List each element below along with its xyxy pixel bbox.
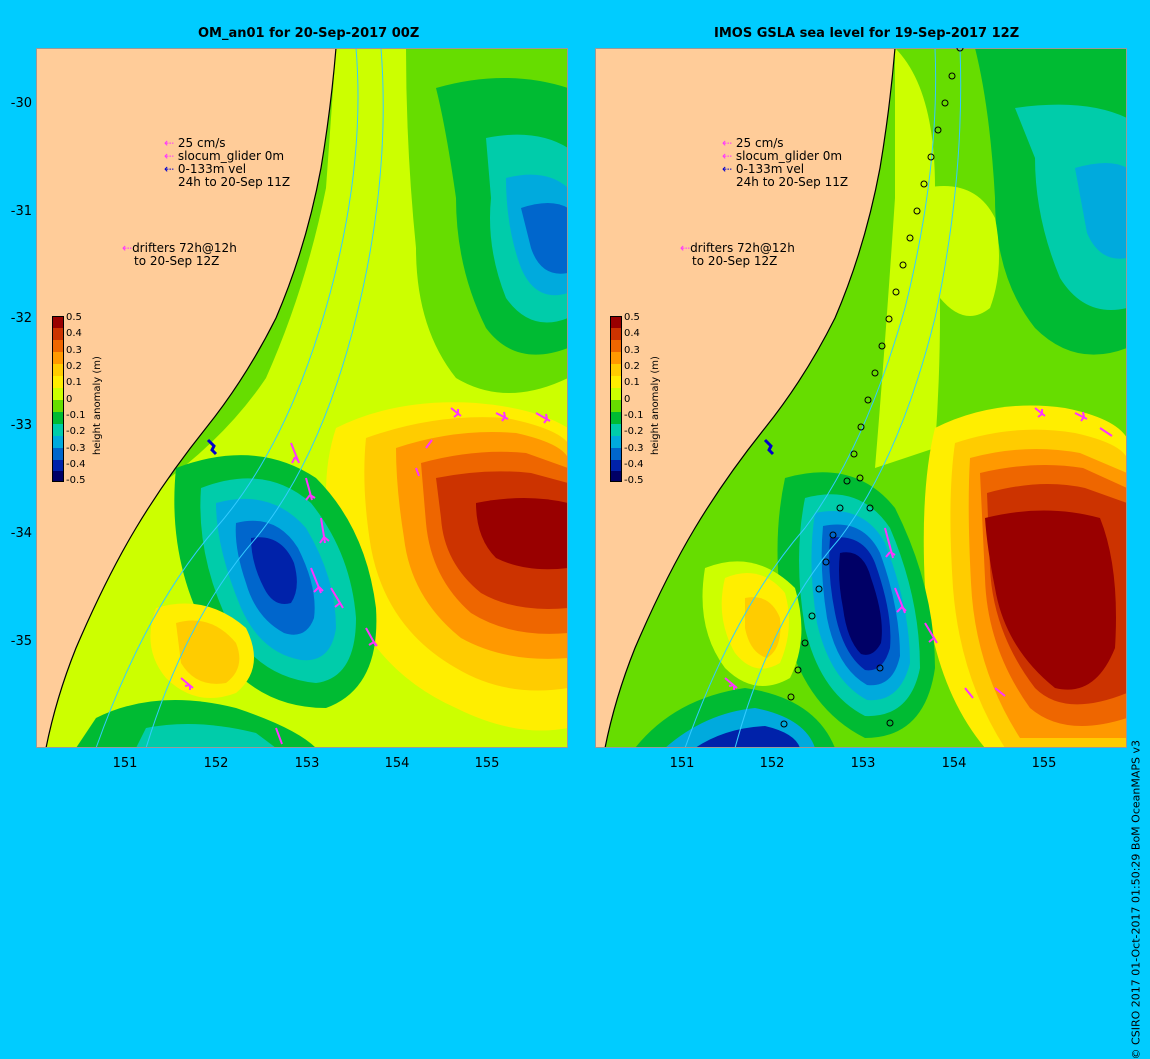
colorbar-tick: -0.5 — [624, 475, 644, 486]
x-tick-label: 154 — [384, 756, 410, 771]
colorbar-tick: -0.3 — [66, 443, 86, 454]
scale-arrow-icon: ⇠ — [164, 136, 175, 150]
scale-arrow-icon: ⇠ — [722, 136, 733, 150]
colorbar-tick: -0.1 — [624, 410, 644, 421]
right-map-panel[interactable] — [595, 48, 1127, 748]
y-tick-label: -34 — [10, 526, 32, 541]
drifter-label-2: to 20-Sep 12Z — [134, 254, 220, 268]
colorbar-tick: 0 — [66, 394, 73, 405]
x-tick-label: 153 — [850, 756, 876, 771]
glider-track — [206, 438, 218, 456]
x-tick-label: 155 — [1031, 756, 1057, 771]
drifter-arrow-icon: ⇠ — [122, 241, 133, 255]
left-map — [36, 48, 568, 748]
left-map-panel[interactable] — [36, 48, 568, 748]
colorbar-tick: -0.5 — [66, 475, 86, 486]
colorbar-tick: 0.2 — [624, 361, 640, 372]
colorbar-tick: 0.3 — [624, 345, 640, 356]
right-panel-title: IMOS GSLA sea level for 19-Sep-2017 12Z — [714, 26, 1020, 41]
glider-label: slocum_glider 0m — [177, 149, 285, 163]
colorbar-tick: -0.3 — [624, 443, 644, 454]
drifter-label-1: drifters 72h@12h — [690, 241, 795, 255]
drifter-legend: ⇠drifters 72h@12h to 20-Sep 12Z — [122, 242, 237, 268]
x-tick-label: 151 — [112, 756, 138, 771]
y-tick-label: -30 — [10, 96, 32, 111]
colorbar-tick: -0.4 — [66, 459, 86, 470]
x-tick-label: 151 — [669, 756, 695, 771]
drifter-arrow-icon: ⇠ — [680, 241, 691, 255]
colorbar — [52, 316, 64, 482]
x-tick-label: 152 — [203, 756, 229, 771]
credit-text: © CSIRO 2017 01-Oct-2017 01:50:29 BoM Oc… — [1129, 740, 1142, 1059]
colorbar — [610, 316, 622, 482]
vel-label: 0-133m vel — [735, 162, 805, 176]
legend-block: ⇠ 25 cm/s ⇠ slocum_glider 0m ⇠ 0-133m ve… — [164, 137, 290, 189]
colorbar-tick: 0 — [624, 394, 631, 405]
left-panel-title: OM_an01 for 20-Sep-2017 00Z — [198, 26, 420, 41]
colorbar-tick: -0.4 — [624, 459, 644, 470]
y-tick-label: -33 — [10, 418, 32, 433]
y-tick-label: -31 — [10, 204, 32, 219]
vel-label: 0-133m vel — [177, 162, 247, 176]
colorbar-title: height anomaly (m) — [650, 356, 661, 455]
glider-arrow-icon: ⇠ — [164, 149, 175, 163]
scale-label: 25 cm/s — [177, 136, 226, 150]
time-label: 24h to 20-Sep 11Z — [178, 175, 291, 189]
drifter-label-2: to 20-Sep 12Z — [692, 254, 778, 268]
legend-block: ⇠ 25 cm/s ⇠ slocum_glider 0m ⇠ 0-133m ve… — [722, 137, 848, 189]
right-map — [595, 48, 1127, 748]
glider-track — [763, 438, 775, 456]
x-tick-label: 154 — [941, 756, 967, 771]
colorbar-tick: 0.2 — [66, 361, 82, 372]
colorbar-tick: -0.2 — [624, 426, 644, 437]
colorbar-tick: -0.1 — [66, 410, 86, 421]
x-tick-label: 155 — [474, 756, 500, 771]
vel-arrow-icon: ⇠ — [164, 162, 175, 176]
colorbar-tick: 0.4 — [624, 328, 640, 339]
x-tick-label: 153 — [294, 756, 320, 771]
colorbar-tick: 0.5 — [624, 312, 640, 323]
y-tick-label: -35 — [10, 634, 32, 649]
y-tick-label: -32 — [10, 311, 32, 326]
colorbar-tick: 0.3 — [66, 345, 82, 356]
drifter-label-1: drifters 72h@12h — [132, 241, 237, 255]
scale-label: 25 cm/s — [735, 136, 784, 150]
vel-arrow-icon: ⇠ — [722, 162, 733, 176]
colorbar-tick: 0.1 — [66, 377, 82, 388]
colorbar-title: height anomaly (m) — [92, 356, 103, 455]
glider-label: slocum_glider 0m — [735, 149, 843, 163]
colorbar-tick: 0.4 — [66, 328, 82, 339]
time-label: 24h to 20-Sep 11Z — [736, 175, 849, 189]
colorbar-tick: 0.5 — [66, 312, 82, 323]
x-tick-label: 152 — [759, 756, 785, 771]
drifter-legend: ⇠drifters 72h@12h to 20-Sep 12Z — [680, 242, 795, 268]
glider-arrow-icon: ⇠ — [722, 149, 733, 163]
colorbar-tick: -0.2 — [66, 426, 86, 437]
colorbar-tick: 0.1 — [624, 377, 640, 388]
